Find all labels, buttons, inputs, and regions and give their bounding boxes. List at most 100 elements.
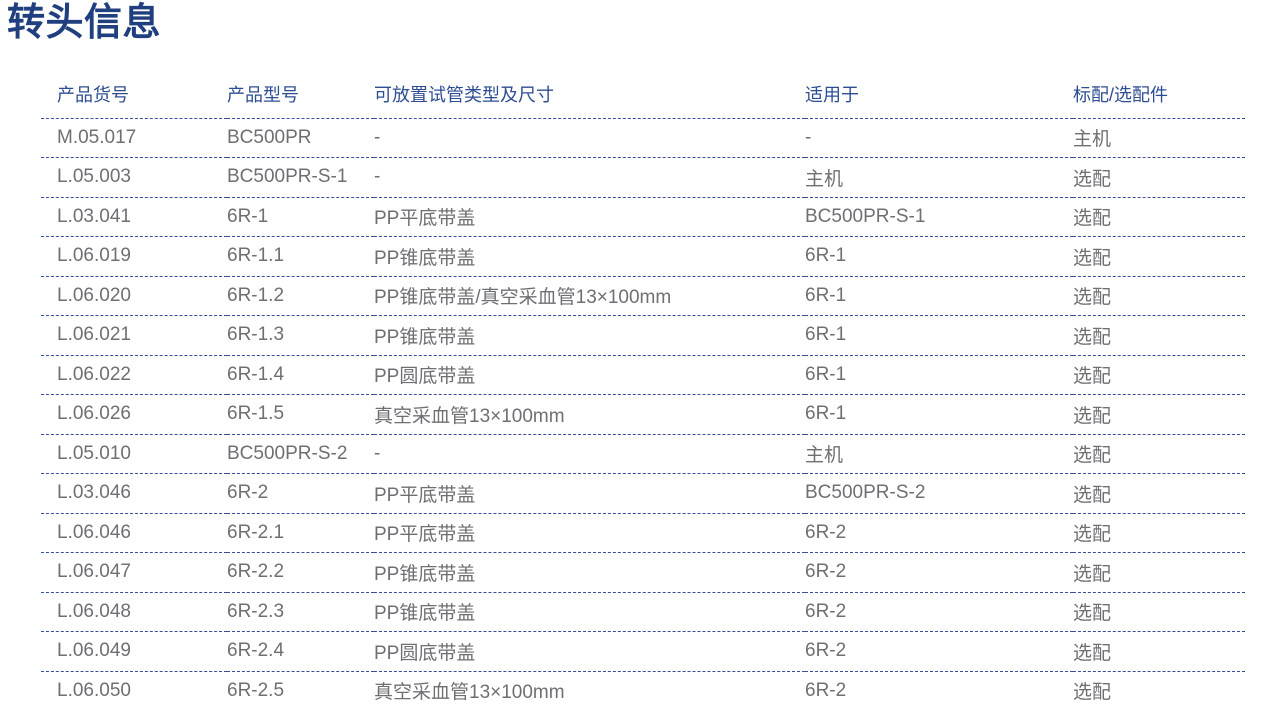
table-cell-model: 6R-1.5 [227, 394, 374, 435]
table-row: L.06.046 6R-2.1 PP平底带盖 6R-2 选配 [41, 513, 1245, 553]
table-cell-item-no: L.06.020 [41, 276, 227, 316]
table-cell-tube-types: PP锥底带盖 [374, 592, 805, 632]
table-cell-tube-types: - [374, 118, 805, 158]
table-cell-standard-optional: 选配 [1073, 236, 1245, 277]
table-cell-model: 6R-1.4 [227, 355, 374, 395]
table-cell-item-no: L.06.050 [57, 679, 131, 701]
table-header: 产品货号 产品型号 可放置试管类型及尺寸 适用于 标配/选配件 [41, 70, 1245, 119]
table-cell-model: 6R-1.1 [227, 236, 374, 277]
table-cell-item-no: L.06.026 [41, 394, 227, 435]
table-cell-model: 6R-1.3 [227, 315, 374, 356]
table-cell-item-no: L.06.046 [41, 513, 227, 553]
table-cell-standard-optional: 选配 [1073, 394, 1245, 435]
column-header-model: 产品型号 [227, 70, 374, 119]
table-cell-applicable-to: 6R-1 [805, 236, 1073, 277]
table-cell-tube-types: 真空采血管13×100mm [374, 682, 565, 704]
table-cell-standard-optional: 主机 [1073, 118, 1245, 158]
table-cell-tube-types: PP平底带盖 [374, 513, 805, 553]
table-cell-model: 6R-2 [227, 473, 374, 514]
table-row: L.03.041 6R-1 PP平底带盖 BC500PR-S-1 选配 [41, 197, 1245, 237]
table-cell-model: 6R-2.1 [227, 513, 374, 553]
table-cell-tube-types: PP平底带盖 [374, 197, 805, 237]
table-cell-standard-optional: 选配 [1073, 631, 1245, 672]
table-cell-applicable-to: 6R-2 [805, 552, 1073, 593]
table-cell-tube-types: PP圆底带盖 [374, 631, 805, 672]
table-cell-standard-optional: 选配 [1073, 434, 1245, 474]
table-cell-item-no: L.06.021 [41, 315, 227, 356]
table-cell-applicable-to: 6R-2 [805, 592, 1073, 632]
table-cell-standard-optional: 选配 [1073, 513, 1245, 553]
table-row: L.06.048 6R-2.3 PP锥底带盖 6R-2 选配 [41, 592, 1245, 632]
table-cell-item-no: M.05.017 [41, 118, 227, 158]
table-cell-tube-types: 真空采血管13×100mm [374, 394, 805, 435]
table-cell-standard-optional: 选配 [1073, 157, 1245, 198]
table-cell-tube-types: - [374, 157, 805, 198]
table-row: L.06.019 6R-1.1 PP锥底带盖 6R-1 选配 [41, 236, 1245, 277]
table-cell-applicable-to: 主机 [805, 434, 1073, 474]
table-cell-tube-types: PP锥底带盖 [374, 236, 805, 277]
table-cell-applicable-to: 主机 [805, 157, 1073, 198]
table-cell-applicable-to: 6R-1 [805, 394, 1073, 435]
table-cell-standard-optional: 选配 [1073, 355, 1245, 395]
table-cell-applicable-to: 6R-1 [805, 355, 1073, 395]
column-header-standard-optional: 标配/选配件 [1073, 70, 1245, 119]
table-cell-tube-types: PP锥底带盖 [374, 315, 805, 356]
column-header-applicable-to: 适用于 [805, 70, 1073, 119]
table-cell-standard-optional: 选配 [1073, 552, 1245, 593]
page-title: 转头信息 [7, 2, 162, 44]
table-cell-applicable-to: - [805, 118, 1073, 158]
table-cell-applicable-to: 6R-2 [805, 679, 847, 701]
table-row: L.06.021 6R-1.3 PP锥底带盖 6R-1 选配 [41, 315, 1245, 356]
table-cell-model: 6R-1.2 [227, 276, 374, 316]
table-cell-item-no: L.03.041 [41, 197, 227, 237]
table-cell-item-no: L.05.010 [41, 434, 227, 474]
table-row: L.06.022 6R-1.4 PP圆底带盖 6R-1 选配 [41, 355, 1245, 395]
table-cell-applicable-to: 6R-2 [805, 631, 1073, 672]
table-cell-tube-types: PP锥底带盖 [374, 552, 805, 593]
table-cell-model: 6R-2.5 [227, 679, 285, 701]
table-cell-tube-types: - [374, 434, 805, 474]
table-cell-tube-types: PP锥底带盖/真空采血管13×100mm [374, 276, 805, 316]
column-header-item-no: 产品货号 [41, 70, 227, 119]
table-cell-model: BC500PR-S-1 [227, 157, 374, 198]
table-cell-applicable-to: BC500PR-S-1 [805, 197, 1073, 237]
table-cell-applicable-to: 6R-2 [805, 513, 1073, 553]
table-row: L.05.010 BC500PR-S-2- 主机 选配 [41, 434, 1245, 474]
table-cell-applicable-to: 6R-1 [805, 276, 1073, 316]
table-cell-model: 6R-2.4 [227, 631, 374, 672]
table-row: M.05.017 BC500PR - - 主机 [41, 118, 1245, 158]
table-row: L.06.049 6R-2.4 PP圆底带盖 6R-2 选配 [41, 631, 1245, 672]
table-row: L.06.020 6R-1.2 PP锥底带盖/真空采血管13×100mm 6R-1 选配 [41, 276, 1245, 316]
table-cell-tube-types: PP平底带盖 [374, 473, 805, 514]
table-cell-model: 6R-2.2 [227, 552, 374, 593]
table-row: L.06.047 6R-2.2 PP锥底带盖 6R-2 选配 [41, 552, 1245, 593]
table-cell-item-no: L.03.046 [41, 473, 227, 514]
table-header-row: 产品货号 产品型号 可放置试管类型及尺寸 适用于 标配/选配件 [41, 70, 1245, 119]
table-cell-model: 6R-2.3 [227, 592, 374, 632]
table-cell-standard-optional: 选配 [1073, 276, 1245, 316]
table-cell-standard-optional: 选配 [1073, 197, 1245, 237]
rotor-info-table-wrap: 产品货号 产品型号 可放置试管类型及尺寸 适用于 标配/选配件 M.05.017… [41, 70, 1245, 710]
table-row: L.06.050 6R-2.5 真空采血管13×100mm 6R-2 选配 [41, 671, 1245, 710]
table-cell-model: BC500PR [227, 118, 374, 158]
table-cell-standard-optional: 选配 [1073, 682, 1112, 704]
table-cell-item-no: L.05.003 [41, 157, 227, 198]
table-body: M.05.017 BC500PR - - 主机 L.05.003 BC500PR-S-1- 主… [41, 118, 1245, 710]
rotor-info-table: 产品货号 产品型号 可放置试管类型及尺寸 适用于 标配/选配件 M.05.017… [41, 70, 1245, 710]
table-row: L.05.003 BC500PR-S-1- 主机 选配 [41, 157, 1245, 198]
table-cell-standard-optional: 选配 [1073, 592, 1245, 632]
table-cell-item-no: L.06.019 [41, 236, 227, 277]
table-cell-item-no: L.06.048 [41, 592, 227, 632]
table-row: L.06.026 6R-1.5 真空采血管13×100mm 6R-1 选配 [41, 394, 1245, 435]
table-cell-tube-types: PP圆底带盖 [374, 355, 805, 395]
table-cell-item-no: L.06.022 [41, 355, 227, 395]
column-header-tube-types: 可放置试管类型及尺寸 [374, 70, 805, 119]
table-cell-applicable-to: BC500PR-S-2 [805, 473, 1073, 514]
table-cell-standard-optional: 选配 [1073, 315, 1245, 356]
table-row: L.03.046 6R-2 PP平底带盖 BC500PR-S-2 选配 [41, 473, 1245, 514]
table-cell-standard-optional: 选配 [1073, 473, 1245, 514]
table-cell-model: 6R-1 [227, 197, 374, 237]
table-cell-applicable-to: 6R-1 [805, 315, 1073, 356]
table-cell-item-no: L.06.049 [41, 631, 227, 672]
